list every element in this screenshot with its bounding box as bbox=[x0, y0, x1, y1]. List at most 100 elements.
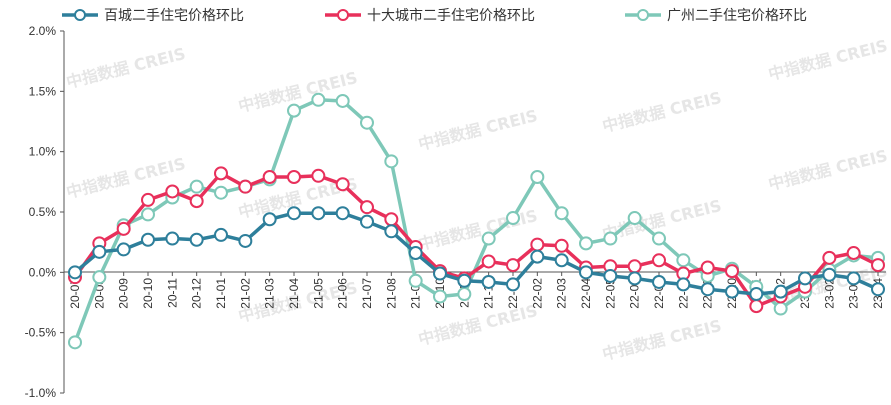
y-tick-label: 2.0% bbox=[29, 24, 57, 38]
data-point bbox=[360, 200, 374, 215]
watermark-text: 中指数据 CREIS bbox=[766, 36, 889, 84]
data-point bbox=[579, 236, 593, 251]
y-tick-label: 0.0% bbox=[29, 265, 57, 279]
axes bbox=[63, 31, 886, 393]
x-tick-label: 21-02 bbox=[238, 278, 252, 309]
data-point bbox=[627, 271, 642, 286]
data-point bbox=[311, 168, 326, 183]
data-point bbox=[262, 170, 277, 185]
watermark-text: 中指数据 CREIS bbox=[600, 88, 723, 136]
data-point bbox=[384, 224, 399, 239]
data-point bbox=[822, 250, 837, 265]
data-point bbox=[214, 227, 228, 242]
data-point bbox=[262, 212, 277, 227]
legend-swatch-marker bbox=[637, 9, 649, 21]
data-point bbox=[627, 211, 642, 226]
data-point bbox=[335, 93, 350, 108]
data-point bbox=[530, 249, 545, 264]
data-point bbox=[408, 273, 423, 288]
legend-swatch-marker bbox=[337, 9, 349, 21]
series-line bbox=[73, 171, 880, 308]
watermark-layer: 中指数据 CREIS 中指数据 CREIS 中指数据 CREIS 中指数据 CREIS… bbox=[64, 36, 889, 364]
data-point bbox=[335, 206, 350, 221]
data-point bbox=[287, 103, 301, 118]
data-point bbox=[506, 258, 520, 273]
data-point bbox=[433, 289, 447, 304]
x-tick-label: 22-05 bbox=[603, 278, 617, 309]
x-tick-label: 22-06 bbox=[628, 278, 642, 309]
x-tick-label: 23-02 bbox=[822, 278, 836, 309]
data-point bbox=[165, 184, 180, 199]
x-tick-label: 20-09 bbox=[117, 278, 131, 309]
data-point bbox=[214, 166, 228, 181]
data-point bbox=[189, 194, 204, 209]
data-point bbox=[116, 221, 131, 236]
data-point bbox=[457, 273, 472, 288]
data-point bbox=[871, 258, 885, 273]
data-point bbox=[92, 244, 107, 259]
data-point bbox=[360, 214, 374, 229]
y-tick-label: -1.0% bbox=[25, 386, 57, 400]
x-axis-ticks: 20-07 20-08 20-09 20-10 20-11 20-12 21-01 21-02… bbox=[68, 272, 885, 309]
data-point bbox=[335, 177, 350, 192]
data-point bbox=[725, 264, 739, 279]
watermark-text: 中指数据 CREIS bbox=[600, 316, 723, 364]
x-tick-label: 21-03 bbox=[263, 278, 277, 309]
x-tick-label: 21-04 bbox=[287, 278, 301, 309]
legend-label: 十大城市二手住宅价格环比 bbox=[367, 7, 535, 24]
watermark-text: 中指数据 CREIS bbox=[64, 44, 187, 92]
y-tick-label: 1.0% bbox=[29, 145, 57, 159]
x-tick-label: 21-01 bbox=[214, 278, 228, 309]
data-point bbox=[141, 192, 155, 207]
data-point bbox=[457, 287, 472, 302]
data-point bbox=[773, 301, 788, 316]
data-point bbox=[773, 284, 788, 299]
series-line bbox=[73, 211, 880, 296]
data-point bbox=[384, 212, 399, 227]
data-point bbox=[238, 233, 253, 248]
data-point bbox=[676, 277, 691, 292]
data-point bbox=[68, 335, 82, 350]
x-tick-label: 21-05 bbox=[311, 278, 325, 309]
data-point bbox=[554, 253, 569, 268]
x-tick-label: 20-12 bbox=[190, 278, 204, 309]
x-tick-label: 21-08 bbox=[384, 278, 398, 309]
data-point bbox=[846, 271, 861, 286]
x-tick-label: 23-03 bbox=[847, 278, 861, 309]
data-point bbox=[68, 265, 82, 280]
legend-item-0: 百城二手住宅价格环比 bbox=[62, 8, 244, 24]
data-point bbox=[287, 206, 301, 221]
data-point bbox=[627, 259, 642, 274]
x-tick-label: 22-02 bbox=[530, 278, 544, 309]
watermark-text: 中指数据 CREIS bbox=[416, 106, 539, 154]
legend-label: 百城二手住宅价格环比 bbox=[104, 8, 244, 24]
x-tick-label: 21-07 bbox=[360, 278, 374, 309]
data-point bbox=[652, 274, 666, 289]
data-point bbox=[189, 232, 204, 247]
data-point bbox=[214, 185, 228, 200]
data-point bbox=[92, 270, 107, 285]
data-point bbox=[579, 265, 593, 280]
data-point bbox=[652, 253, 666, 268]
data-point bbox=[822, 267, 837, 282]
data-point bbox=[530, 237, 545, 252]
x-tick-label: 21-06 bbox=[336, 278, 350, 309]
x-tick-label: 22-04 bbox=[579, 278, 593, 309]
data-point bbox=[652, 231, 666, 246]
legend-label: 广州二手住宅价格环比 bbox=[667, 8, 807, 24]
data-point bbox=[311, 92, 326, 107]
data-point bbox=[287, 170, 301, 185]
y-axis-ticks: 2.0% 1.5% 1.0% 0.5% 0.0% -0.5% -1.0% bbox=[25, 24, 64, 400]
data-point bbox=[603, 268, 618, 283]
x-tick-label: 22-03 bbox=[555, 278, 569, 309]
watermark-text: 中指数据 CREIS bbox=[766, 146, 889, 194]
data-point bbox=[311, 206, 326, 221]
data-point bbox=[725, 284, 739, 299]
data-point bbox=[189, 179, 204, 194]
data-point bbox=[749, 299, 764, 314]
data-point bbox=[846, 246, 861, 261]
data-point bbox=[481, 231, 496, 246]
data-point bbox=[408, 246, 423, 261]
data-point bbox=[384, 154, 399, 169]
